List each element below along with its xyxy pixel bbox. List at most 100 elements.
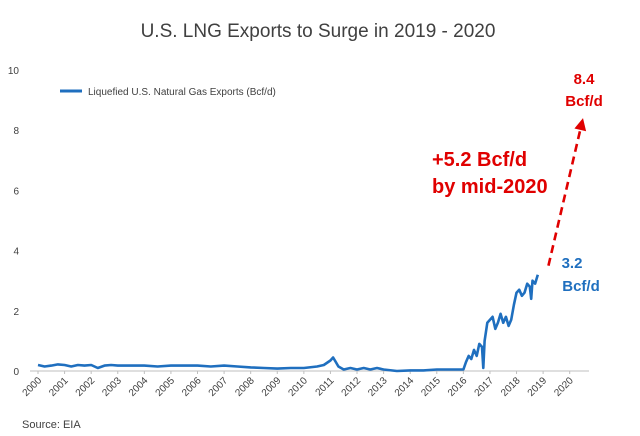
x-tick-label: 2009 (260, 375, 284, 399)
data-point (316, 366, 318, 368)
data-point (529, 286, 531, 288)
increase-label: +5.2 Bcf/d (432, 149, 527, 171)
data-point (130, 365, 132, 367)
data-point (473, 349, 475, 351)
data-point (356, 369, 358, 371)
data-point (449, 369, 451, 371)
y-tick-label: 4 (13, 247, 19, 258)
data-point (505, 316, 507, 318)
data-point (468, 355, 470, 357)
data-point (363, 367, 365, 369)
data-point (90, 364, 92, 366)
x-tick-label: 2003 (100, 375, 124, 399)
data-point (484, 340, 486, 342)
y-tick-label: 8 (13, 126, 19, 137)
data-point (470, 358, 472, 360)
data-point (57, 363, 59, 365)
data-point (376, 367, 378, 369)
x-tick-label: 2020 (552, 375, 576, 399)
x-tick-label: 2006 (180, 375, 204, 399)
data-point (223, 365, 225, 367)
data-point (502, 322, 504, 324)
data-point (329, 360, 331, 362)
x-tick-label: 2008 (233, 375, 257, 399)
data-point (534, 283, 536, 285)
x-tick-label: 2010 (286, 375, 310, 399)
data-point (236, 366, 238, 368)
data-point (337, 366, 339, 368)
data-point (323, 364, 325, 366)
data-point (396, 370, 398, 372)
legend-label: Liquefied U.S. Natural Gas Exports (Bcf/… (88, 87, 276, 98)
data-point (482, 367, 484, 369)
data-point (423, 369, 425, 371)
target-unit-label: Bcf/d (565, 93, 603, 110)
data-point (250, 366, 252, 368)
data-point (486, 322, 488, 324)
projection-arrow-line (547, 129, 582, 266)
data-point (524, 292, 526, 294)
data-point (383, 369, 385, 371)
data-point (335, 361, 337, 363)
data-point (210, 366, 212, 368)
data-point (290, 367, 292, 369)
current-unit-label: Bcf/d (562, 278, 600, 295)
data-point (84, 365, 86, 367)
increase-timing-label: by mid-2020 (432, 176, 548, 198)
target-value-label: 8.4 (574, 71, 596, 88)
current-value-label: 3.2 (562, 255, 583, 272)
data-point (532, 280, 534, 282)
data-point (516, 292, 518, 294)
x-tick-label: 2014 (393, 375, 417, 399)
data-point (497, 322, 499, 324)
data-point (489, 319, 491, 321)
x-tick-label: 2005 (154, 375, 178, 399)
data-point (197, 365, 199, 367)
data-point (64, 364, 66, 366)
data-point (343, 369, 345, 371)
data-point (263, 367, 265, 369)
y-tick-label: 10 (8, 66, 20, 77)
data-point (521, 295, 523, 297)
data-point (349, 367, 351, 369)
x-tick-label: 2018 (499, 375, 523, 399)
data-point (97, 367, 99, 369)
data-point (409, 369, 411, 371)
source-note: Source: EIA (22, 419, 81, 431)
x-tick-label: 2000 (21, 375, 45, 399)
x-tick-label: 2012 (340, 375, 364, 399)
data-point (518, 289, 520, 291)
x-tick-label: 2013 (366, 375, 390, 399)
data-point (170, 365, 172, 367)
data-point (476, 355, 478, 357)
data-point (44, 366, 46, 368)
data-point (37, 364, 39, 366)
x-tick-label: 2002 (74, 375, 98, 399)
data-point (465, 361, 467, 363)
data-point (332, 357, 334, 359)
data-point (183, 365, 185, 367)
series-points (37, 274, 539, 372)
data-point (117, 365, 119, 367)
data-point (77, 364, 79, 366)
data-point (462, 369, 464, 371)
data-point (494, 328, 496, 330)
y-tick-label: 0 (13, 367, 19, 378)
data-point (508, 325, 510, 327)
y-axis: 0 2 4 6 8 10 (8, 66, 20, 378)
data-point (110, 364, 112, 366)
data-point (50, 365, 52, 367)
projection-arrow-head (574, 118, 587, 132)
data-point (510, 319, 512, 321)
data-point (500, 313, 502, 315)
data-point (537, 274, 539, 276)
data-point (530, 298, 532, 300)
data-point (481, 346, 483, 348)
data-point (143, 365, 145, 367)
data-point (436, 369, 438, 371)
x-tick-label: 2016 (446, 375, 470, 399)
data-point (492, 316, 494, 318)
data-point (276, 368, 278, 370)
